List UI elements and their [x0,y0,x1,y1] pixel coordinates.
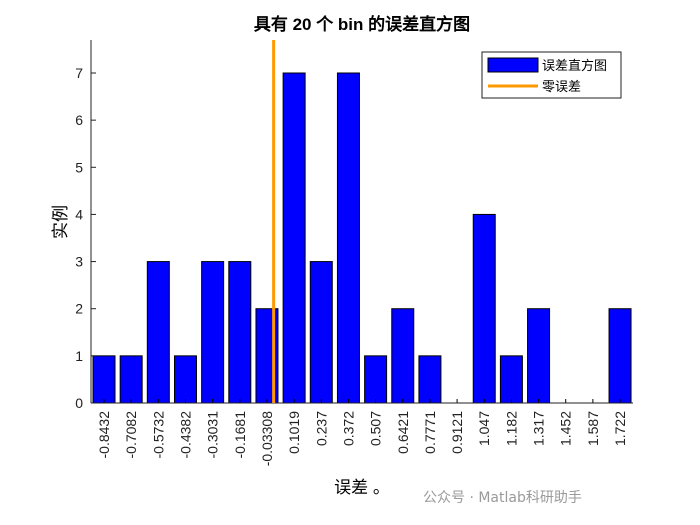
x-tick-label: 0.6421 [395,411,411,454]
y-tick-label: 7 [75,65,83,81]
bar [146,261,170,404]
legend-label-histogram: 误差直方图 [542,58,607,73]
y-tick-label: 1 [75,348,83,364]
x-tick-label: -0.5732 [150,411,166,459]
bar [418,355,442,404]
bar [499,355,523,404]
bar [92,355,116,404]
legend-swatch-histogram [487,57,539,73]
y-tick-label: 4 [75,206,83,222]
bar [173,355,197,404]
x-tick-label: -0.7082 [123,411,139,459]
legend-label-zero-error: 零误差 [542,79,581,94]
y-tick-label: 5 [75,159,83,175]
x-axis-label: 误差 。 [334,478,390,497]
chart-title: 具有 20 个 bin 的误差直方图 [253,14,470,34]
x-tick-label: 0.372 [340,411,356,446]
x-tick-label: 1.587 [585,411,601,446]
bar [391,308,415,404]
x-tick-label: 1.317 [531,411,547,446]
y-tick-label: 0 [75,395,83,411]
x-tick-label: 0.9121 [449,411,465,454]
x-tick-label: 0.507 [368,411,384,446]
y-tick-label: 3 [75,254,83,270]
y-axis-label: 实例 [51,205,70,239]
legend-box [481,51,622,99]
x-tick-label: 0.237 [313,411,329,446]
x-tick-label: 1.722 [612,411,628,446]
bar [309,261,333,404]
y-tick-label: 2 [75,301,83,317]
bar [608,308,632,404]
bar [527,308,551,404]
x-tick-label: 1.452 [558,411,574,446]
watermark: 公众号 · Matlab科研助手 [423,490,582,506]
bar [282,72,306,404]
x-tick-label: -0.4382 [177,411,193,459]
x-tick-label: 1.182 [503,411,519,446]
x-tick-label: 0.1019 [286,411,302,454]
bar [201,261,225,404]
x-tick-label: 1.047 [476,411,492,446]
bar [472,213,496,404]
bar [336,72,360,404]
x-tick-label: 0.7771 [422,411,438,454]
bar [228,261,252,404]
bar [364,355,388,404]
x-tick-label: -0.3031 [205,411,221,459]
x-tick-label: -0.03308 [259,411,275,466]
bar [119,355,143,404]
y-tick-label: 6 [75,112,83,128]
x-tick-label: -0.1681 [232,411,248,459]
x-tick-label: -0.8432 [96,411,112,459]
